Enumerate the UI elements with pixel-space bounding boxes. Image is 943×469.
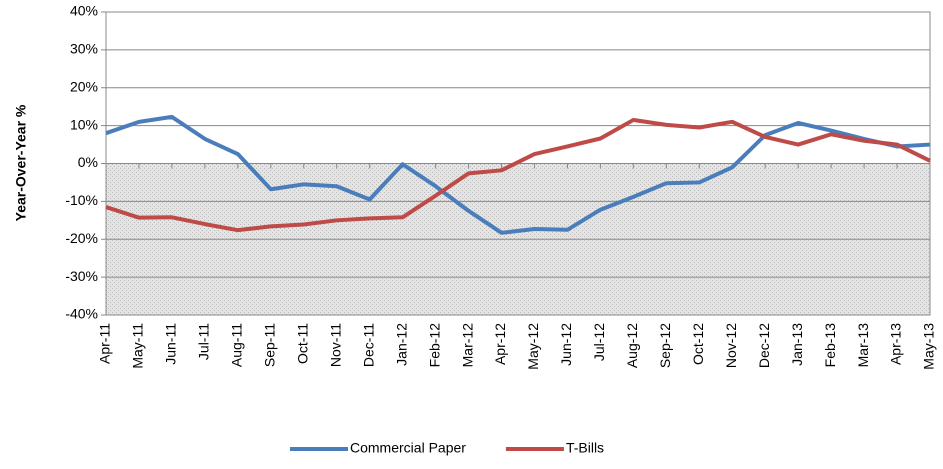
x-tick-label: Jan-12	[393, 323, 409, 366]
y-tick-label: 10%	[70, 116, 98, 132]
x-tick-label: May-11	[130, 323, 146, 369]
x-tick-label: Feb-12	[426, 323, 442, 368]
x-tick-label: Mar-13	[855, 323, 871, 368]
x-tick-label: Jun-12	[558, 323, 574, 366]
y-tick-label: -10%	[65, 192, 98, 208]
x-tick-label: Sep-11	[262, 323, 278, 367]
x-tick-label: Jun-11	[163, 323, 179, 365]
x-tick-label: Oct-12	[690, 323, 706, 365]
y-tick-label: 40%	[70, 3, 98, 19]
y-tick-label: -20%	[65, 230, 98, 246]
legend-label: Commercial Paper	[350, 440, 466, 456]
series-line	[105, 117, 931, 233]
x-tick-label: Sep-12	[657, 323, 673, 368]
y-tick-label: 20%	[70, 78, 98, 94]
x-tick-label: Feb-13	[822, 323, 838, 368]
x-tick-label: May-13	[921, 323, 937, 370]
x-tick-label: Mar-12	[459, 323, 475, 368]
x-tick-label: Jan-13	[789, 323, 805, 366]
x-tick-label: Nov-11	[327, 323, 343, 367]
x-tick-label: Dec-12	[756, 323, 772, 368]
series-line	[105, 114, 931, 235]
y-tick-label: -30%	[65, 268, 98, 284]
x-tick-label: Jul-11	[196, 323, 212, 360]
x-tick-label: Aug-12	[624, 323, 640, 368]
x-tick-label: May-12	[525, 323, 541, 370]
x-tick-label: Apr-11	[97, 323, 113, 364]
x-tick-label: Aug-11	[229, 323, 245, 367]
y-tick-label: -40%	[65, 306, 98, 322]
y-tick-label: 0%	[78, 154, 98, 170]
y-axis-label: Year-Over-Year %	[13, 104, 29, 221]
legend-label: T-Bills	[566, 440, 604, 456]
x-tick-label: Nov-12	[723, 323, 739, 368]
x-tick-label: Apr-13	[888, 323, 904, 365]
x-tick-label: Apr-12	[492, 323, 508, 365]
x-tick-label: Oct-11	[294, 323, 310, 364]
x-tick-label: Dec-11	[360, 323, 376, 367]
y-tick-label: 30%	[70, 41, 98, 57]
x-tick-label: Jul-12	[591, 323, 607, 361]
